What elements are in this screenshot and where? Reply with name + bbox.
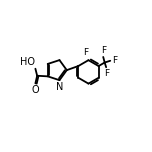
Text: HO: HO [20, 57, 35, 67]
Text: N: N [56, 82, 64, 92]
Text: F: F [83, 48, 88, 57]
Text: O: O [31, 85, 39, 95]
Text: F: F [101, 47, 106, 55]
Text: F: F [83, 48, 88, 57]
Text: HO: HO [20, 57, 35, 67]
Text: F: F [112, 56, 117, 65]
Text: F: F [104, 69, 109, 78]
Text: N: N [56, 82, 64, 92]
Text: O: O [31, 85, 39, 95]
